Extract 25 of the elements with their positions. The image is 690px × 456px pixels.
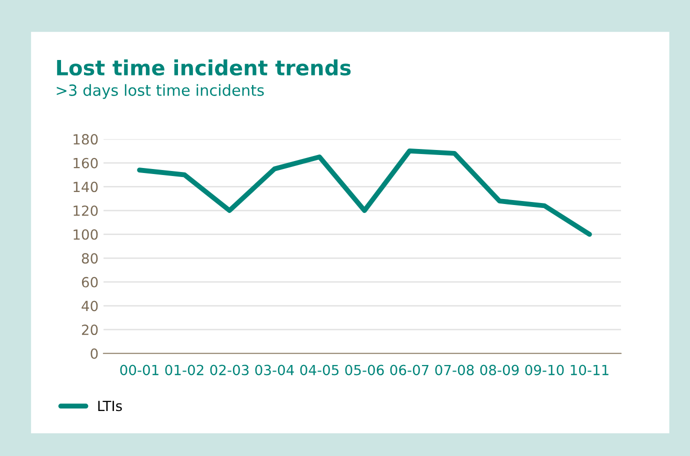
y-tick-label: 80 bbox=[82, 253, 98, 264]
x-tick-label: 00-01 bbox=[120, 364, 158, 376]
x-tick-label: 01-02 bbox=[165, 364, 204, 376]
x-tick-label: 08-09 bbox=[480, 364, 519, 376]
y-tick-label: 60 bbox=[82, 276, 98, 288]
x-tick-label: 02-03 bbox=[210, 364, 249, 376]
y-tick-label: 180 bbox=[74, 134, 98, 145]
y-tick-label: 100 bbox=[74, 229, 98, 240]
line-series bbox=[137, 148, 592, 237]
x-tick-label: 10-11 bbox=[570, 364, 608, 376]
y-tick-label: 120 bbox=[74, 205, 98, 216]
y-tick-label: 0 bbox=[90, 348, 98, 359]
chart-subtitle: >3 days lost time incidents bbox=[56, 84, 264, 99]
legend-label: LTIs bbox=[98, 400, 122, 412]
y-tick-label: 20 bbox=[82, 324, 98, 336]
y-tick-label: 160 bbox=[74, 158, 98, 168]
x-tick-label: 04-05 bbox=[300, 364, 338, 376]
x-tick-label: 05-06 bbox=[345, 364, 384, 376]
x-tick-label: 09-10 bbox=[525, 364, 564, 376]
x-tick-label: 06-07 bbox=[390, 364, 428, 376]
x-tick-label: 07-08 bbox=[435, 364, 474, 376]
y-tick-label: 140 bbox=[74, 182, 98, 192]
chart-title: Lost time incident trends bbox=[57, 59, 351, 76]
y-tick-label: 40 bbox=[82, 300, 98, 312]
x-tick-label: 03-04 bbox=[255, 364, 294, 376]
